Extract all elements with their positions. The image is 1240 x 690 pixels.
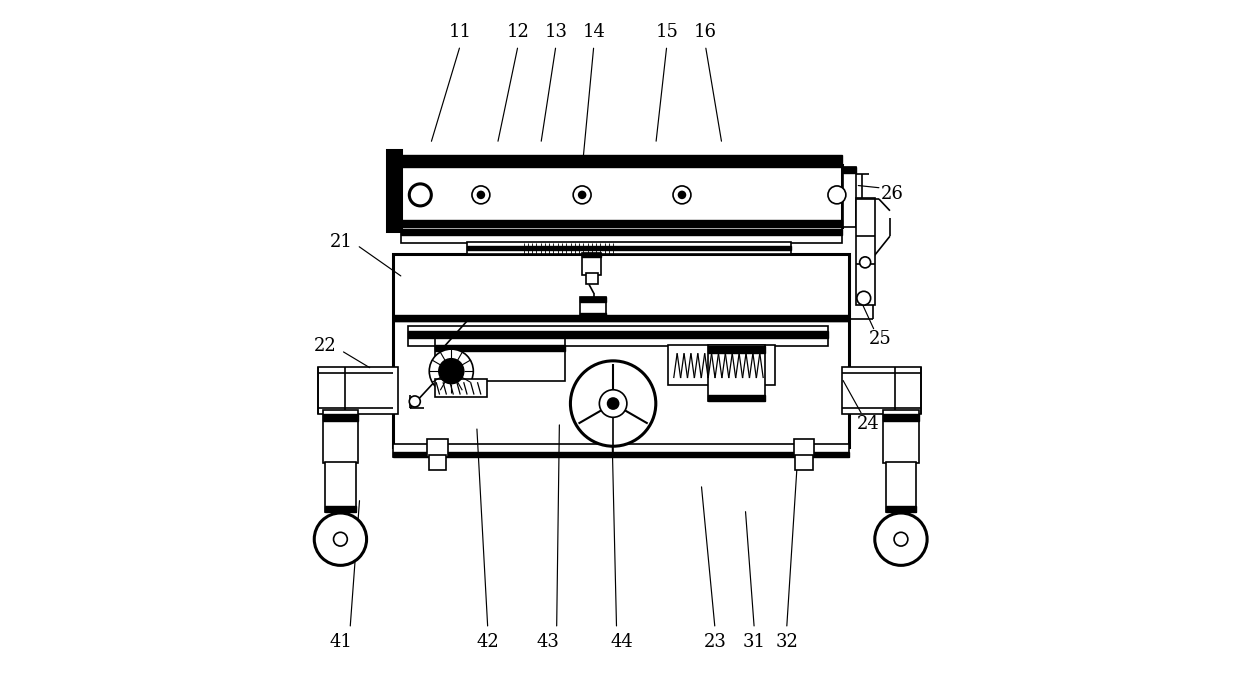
Bar	[843, 168, 856, 173]
Bar	[580, 297, 606, 302]
Bar	[319, 367, 398, 414]
Text: 12: 12	[507, 23, 529, 41]
Bar	[585, 273, 598, 284]
Circle shape	[472, 186, 490, 204]
Circle shape	[608, 398, 619, 409]
Bar	[397, 155, 842, 168]
Circle shape	[573, 186, 591, 204]
Circle shape	[477, 191, 485, 198]
Bar	[856, 198, 874, 305]
Bar	[582, 253, 601, 275]
Bar	[393, 444, 848, 457]
Circle shape	[678, 191, 686, 198]
Bar	[408, 326, 828, 346]
Bar	[794, 440, 815, 457]
Bar	[843, 168, 856, 226]
Circle shape	[857, 291, 870, 305]
Circle shape	[314, 513, 367, 565]
Circle shape	[874, 513, 928, 565]
Text: 22: 22	[314, 337, 336, 355]
Bar	[401, 229, 842, 235]
Bar	[708, 346, 765, 353]
Circle shape	[673, 186, 691, 204]
Bar	[387, 150, 401, 231]
Bar	[401, 225, 842, 243]
Text: 14: 14	[583, 23, 605, 41]
Circle shape	[439, 359, 464, 384]
Circle shape	[828, 186, 846, 204]
Text: 24: 24	[857, 415, 879, 433]
Text: 42: 42	[476, 633, 500, 651]
Circle shape	[599, 390, 627, 417]
Text: 25: 25	[869, 331, 892, 348]
Circle shape	[859, 257, 870, 268]
Bar	[883, 414, 919, 421]
Bar	[428, 440, 448, 457]
Bar	[393, 315, 848, 321]
Bar	[397, 165, 842, 226]
Bar	[467, 241, 791, 254]
Bar	[325, 506, 356, 512]
Text: 31: 31	[743, 633, 766, 651]
Bar	[435, 345, 565, 351]
Bar	[322, 414, 358, 421]
Circle shape	[409, 184, 432, 206]
Bar	[842, 367, 921, 414]
Text: 11: 11	[449, 23, 471, 41]
Bar	[708, 395, 765, 402]
Bar	[408, 331, 828, 338]
Text: 23: 23	[703, 633, 727, 651]
Text: 15: 15	[656, 23, 678, 41]
Bar	[397, 219, 842, 226]
Text: 43: 43	[536, 633, 559, 651]
Bar	[708, 345, 765, 402]
Text: 13: 13	[544, 23, 568, 41]
Bar	[393, 254, 848, 447]
Bar	[885, 462, 916, 512]
Bar	[883, 410, 919, 464]
Bar	[325, 462, 356, 512]
Bar	[429, 455, 446, 471]
Bar	[387, 150, 401, 231]
Circle shape	[894, 532, 908, 546]
Circle shape	[570, 361, 656, 446]
Bar	[435, 380, 487, 397]
Bar	[668, 345, 775, 385]
Text: 44: 44	[610, 633, 632, 651]
Text: 21: 21	[330, 233, 352, 250]
Circle shape	[334, 532, 347, 546]
Bar	[582, 253, 601, 257]
Text: 41: 41	[330, 633, 352, 651]
Text: 16: 16	[694, 23, 717, 41]
Circle shape	[579, 191, 585, 198]
Text: 26: 26	[880, 184, 904, 202]
Bar	[580, 297, 606, 319]
Bar	[885, 506, 916, 512]
Bar	[580, 313, 606, 319]
Bar	[467, 246, 791, 250]
Text: 32: 32	[775, 633, 799, 651]
Circle shape	[429, 349, 474, 393]
Bar	[393, 453, 848, 457]
Circle shape	[409, 396, 420, 407]
Bar	[435, 338, 565, 381]
Bar	[322, 410, 358, 464]
Bar	[795, 455, 812, 471]
